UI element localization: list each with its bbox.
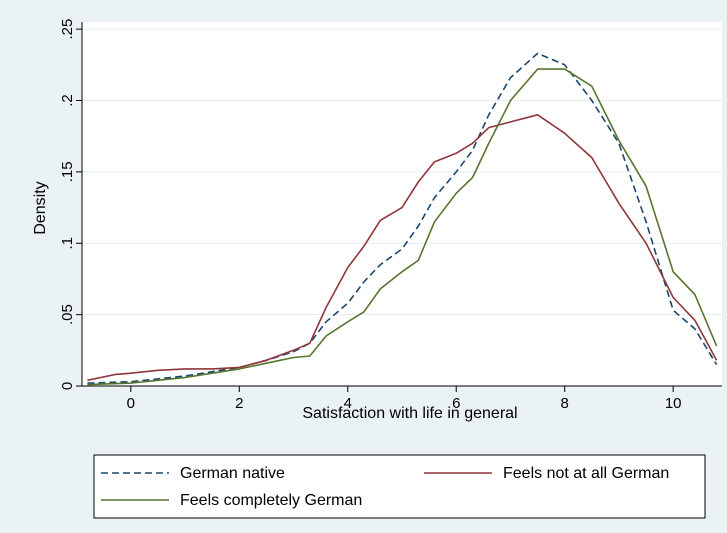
y-axis-label: Density — [32, 181, 49, 234]
x-tick-label: 4 — [344, 395, 352, 412]
legend-box — [93, 454, 706, 519]
y-tick-label: .1 — [59, 237, 76, 250]
axes: 0 .05 .1 .15 .2 .25 0 2 4 6 8 10 — [59, 19, 722, 412]
series-lines — [87, 52, 718, 386]
x-tick-label: 0 — [127, 395, 135, 412]
series-line-feels-completely-german — [87, 68, 718, 386]
series-line-feels-not-at-all-german — [87, 114, 718, 382]
legend-label-feels-not-at-all-german: Feels not at all German — [503, 465, 669, 482]
y-tick-label: .25 — [59, 19, 76, 40]
legend: German native Feels not at all German Fe… — [93, 454, 706, 519]
y-tick-label: 0 — [59, 382, 76, 390]
plot-area — [82, 22, 722, 386]
x-axis-label: Satisfaction with life in general — [302, 405, 517, 422]
x-tick-label: 10 — [665, 395, 682, 412]
legend-label-german-native: German native — [180, 465, 285, 482]
y-tick-label: .2 — [59, 94, 76, 107]
x-tick-label: 2 — [235, 395, 243, 412]
series-line-german-native — [87, 52, 718, 384]
legend-label-feels-completely-german: Feels completely German — [180, 492, 362, 509]
y-tick-label: .15 — [59, 161, 76, 182]
y-tick-label: .05 — [59, 304, 76, 325]
x-tick-label: 8 — [561, 395, 569, 412]
x-tick-label: 6 — [452, 395, 460, 412]
